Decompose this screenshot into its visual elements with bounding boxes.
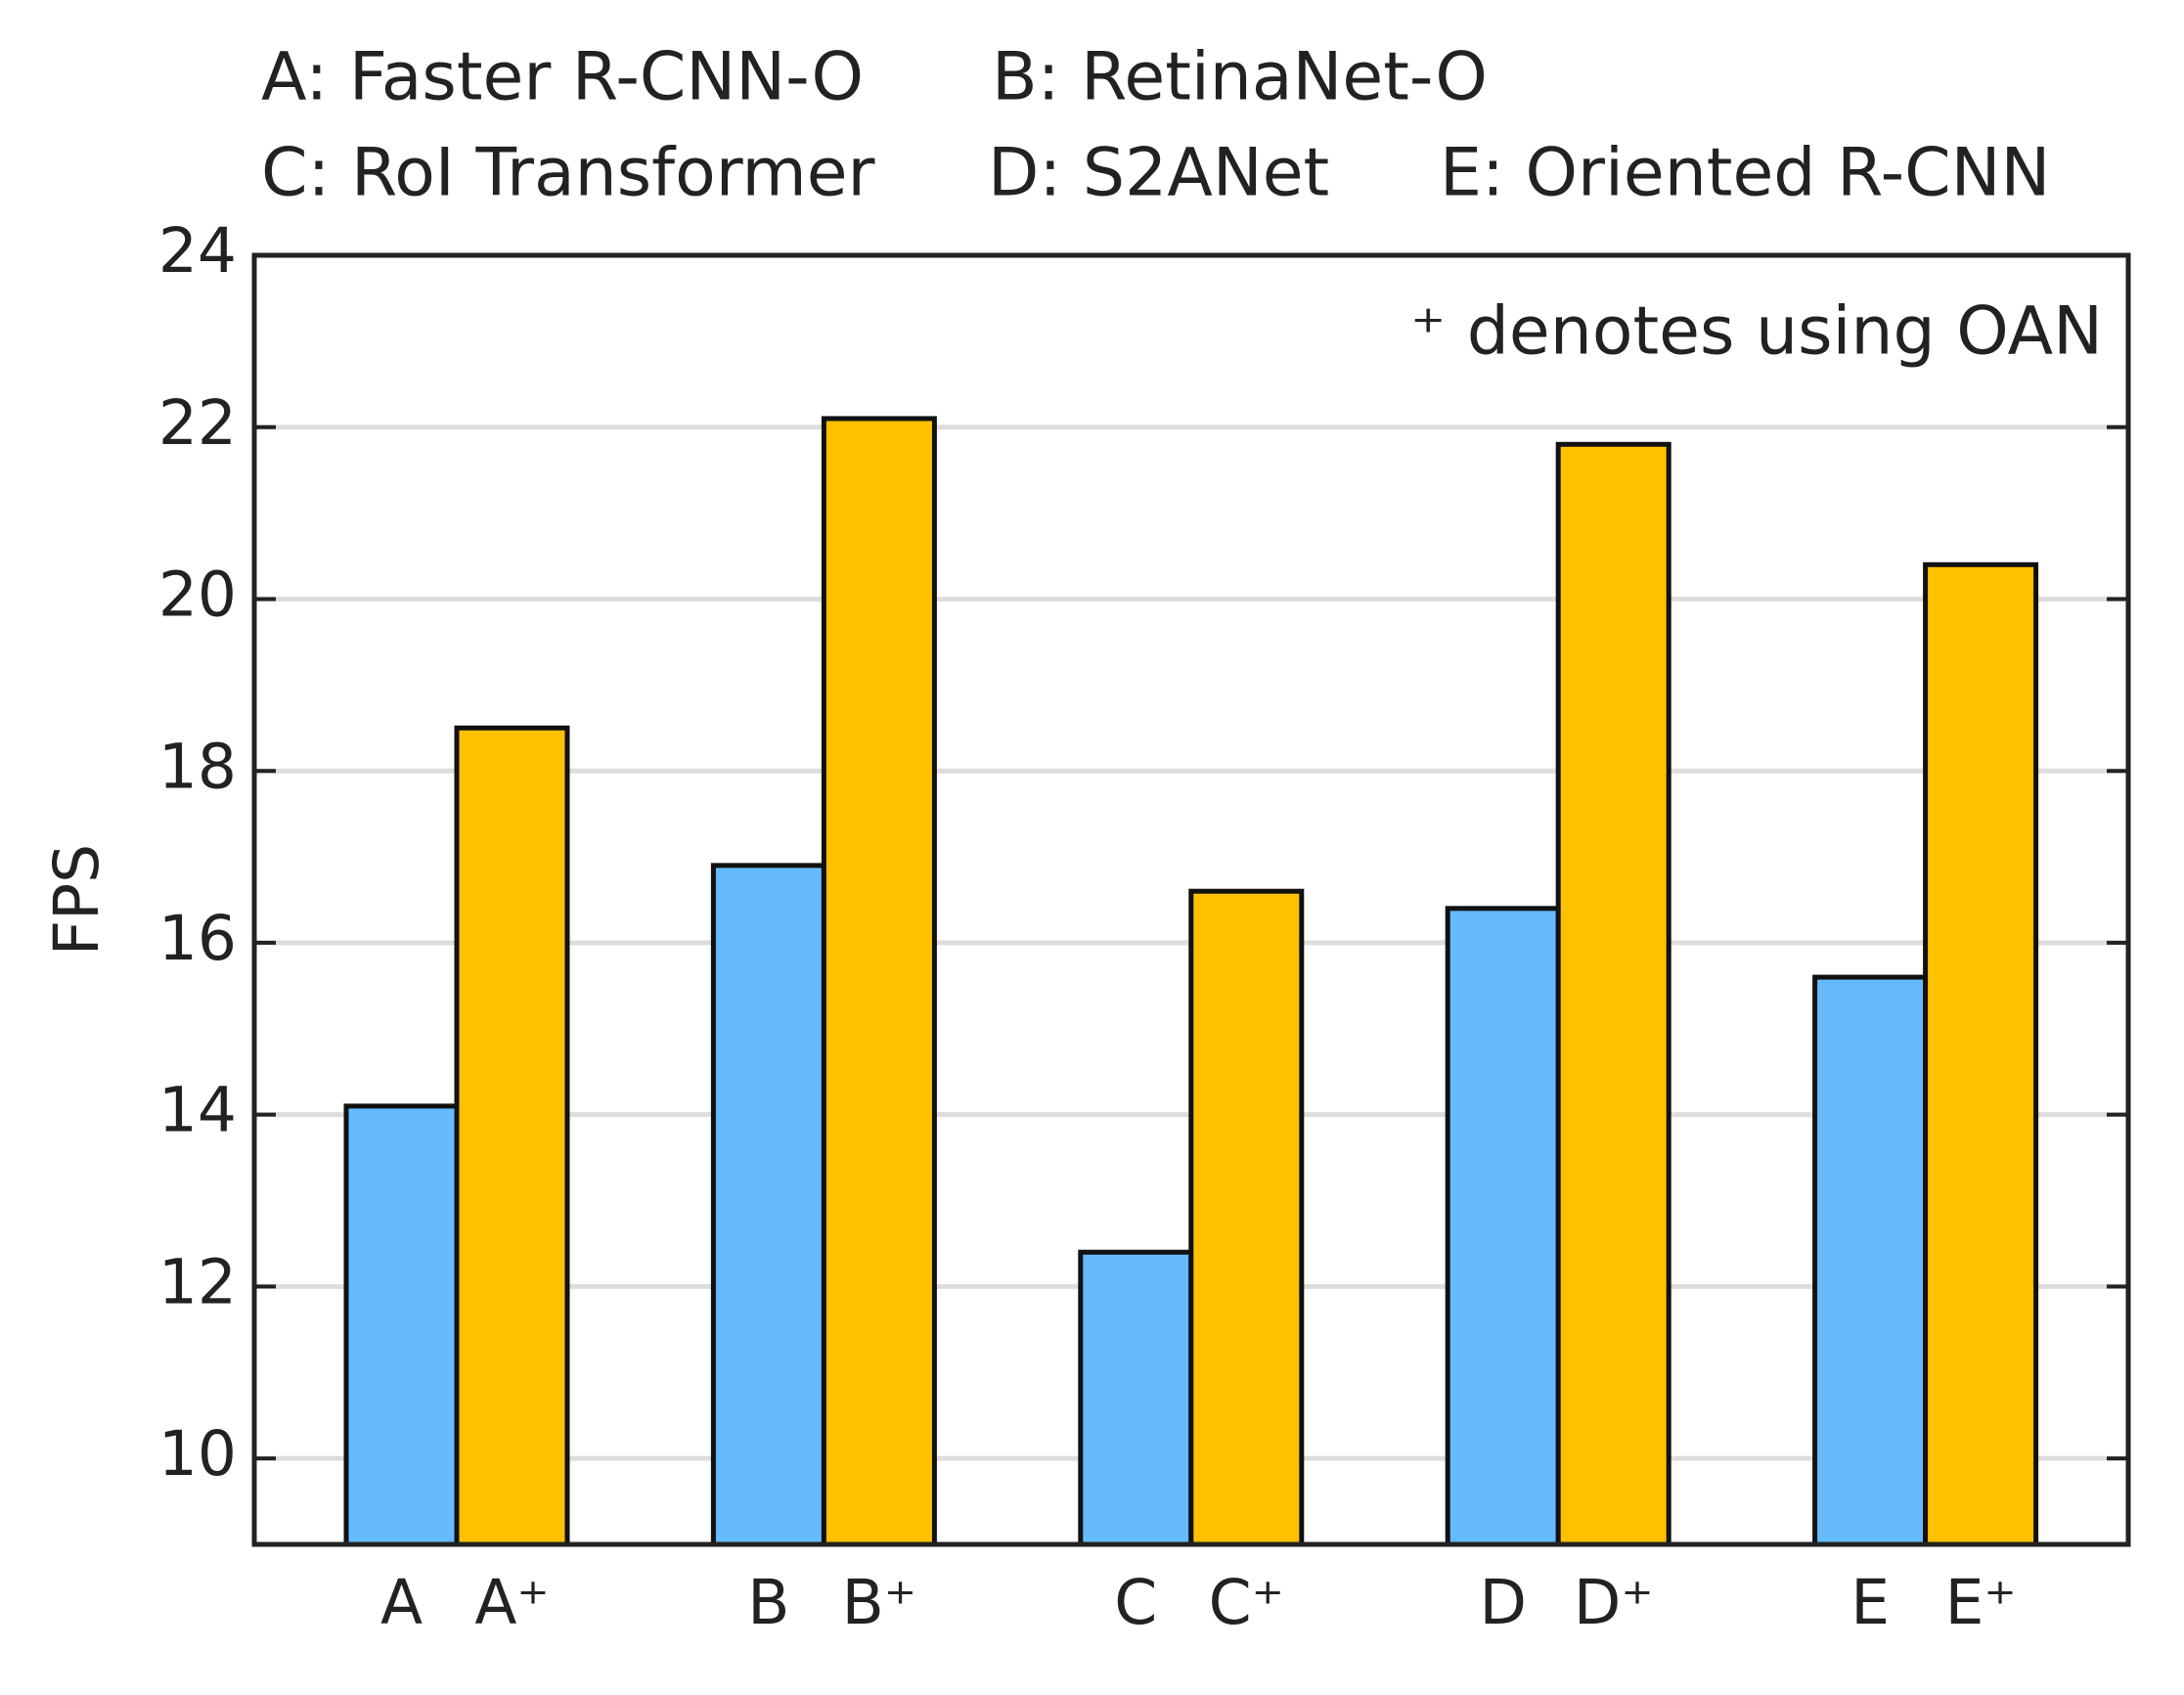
bar	[1445, 906, 1561, 1547]
bar	[1555, 441, 1671, 1547]
y-tick-label: 24	[158, 215, 237, 287]
bar	[454, 725, 570, 1547]
bar	[821, 416, 937, 1547]
x-tick-label: B	[747, 1567, 789, 1638]
x-tick-label: A⁺	[474, 1567, 549, 1638]
y-tick-label: 18	[158, 731, 237, 802]
bar	[343, 1103, 460, 1547]
key-text: C: RoI Transformer	[261, 135, 875, 212]
y-axis-label: FPS	[41, 844, 112, 956]
annotation: ⁺ denotes using OAN	[1410, 293, 2103, 371]
bar	[1923, 561, 2039, 1547]
x-tick-label: C	[1114, 1567, 1157, 1638]
key-text: A: Faster R-CNN-O	[261, 39, 864, 116]
x-tick-label: C⁺	[1209, 1567, 1284, 1638]
bar	[1812, 974, 1929, 1547]
x-tick-label: E⁺	[1945, 1567, 2017, 1638]
key-text: B: RetinaNet-O	[992, 39, 1488, 116]
y-tick-label: 22	[158, 387, 237, 459]
x-tick-label: D⁺	[1574, 1567, 1654, 1638]
x-tick-label: B⁺	[842, 1567, 916, 1638]
key-text: D: S2ANet	[988, 135, 1329, 212]
bar	[710, 863, 826, 1547]
key-text: E: Oriented R-CNN	[1440, 135, 2050, 212]
plot-frame	[251, 252, 2131, 1547]
y-tick-label: 12	[158, 1246, 237, 1317]
bar	[1188, 888, 1305, 1547]
y-tick-label: 20	[158, 559, 237, 631]
x-tick-label: D	[1479, 1567, 1527, 1638]
y-tick-label: 14	[158, 1075, 237, 1146]
y-tick-label: 16	[158, 903, 237, 974]
bar	[1078, 1249, 1194, 1547]
x-tick-label: A	[380, 1567, 423, 1638]
x-tick-label: E	[1850, 1567, 1890, 1638]
y-tick-label: 10	[158, 1418, 237, 1490]
